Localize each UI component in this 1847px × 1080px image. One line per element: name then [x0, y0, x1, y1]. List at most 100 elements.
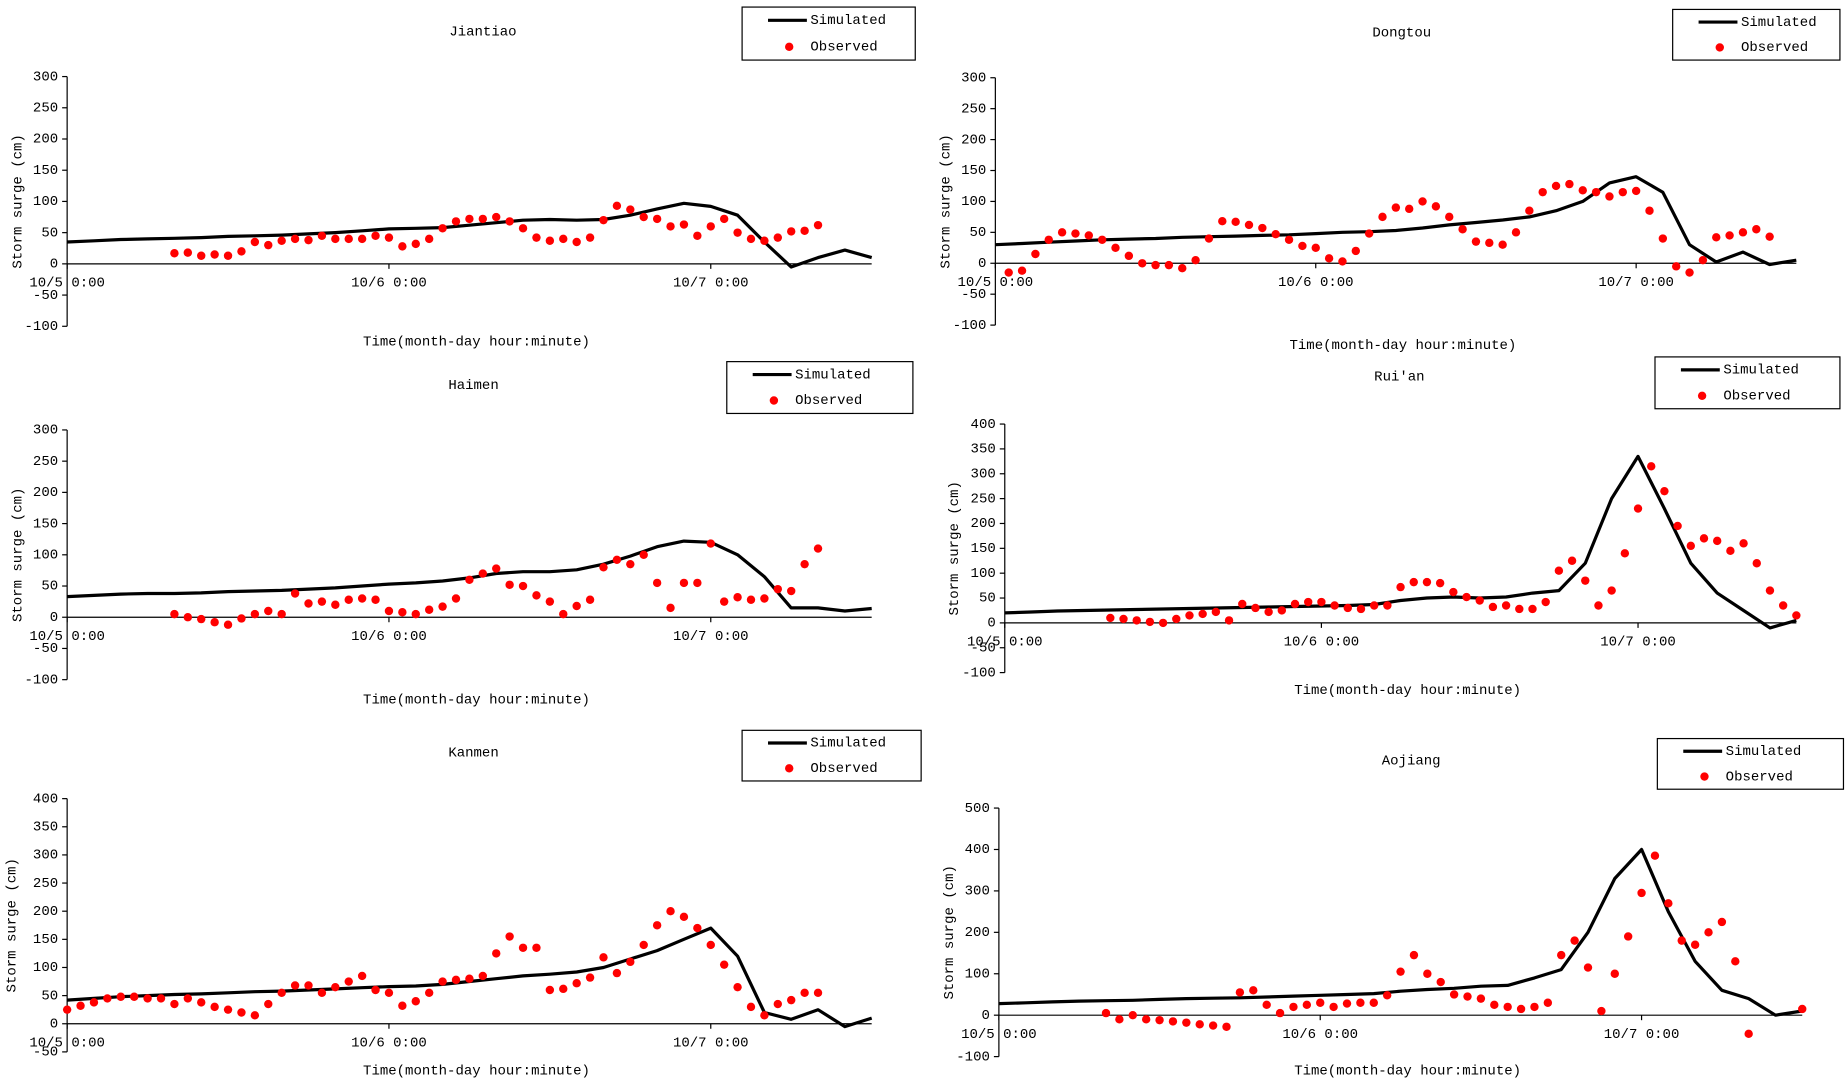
y-tick-label: -100: [956, 1049, 990, 1065]
observed-point: [1685, 268, 1694, 277]
observed-point: [1712, 233, 1721, 242]
observed-point: [1343, 603, 1352, 613]
y-tick-label: 250: [961, 101, 986, 117]
observed-point: [1673, 521, 1682, 531]
observed-point: [1422, 577, 1432, 587]
y-tick-label: -100: [953, 318, 987, 334]
simulated-line: [1004, 454, 1797, 630]
legend-label: Simulated: [1723, 363, 1799, 379]
observed-point: [1551, 181, 1561, 191]
observed-point: [545, 236, 555, 245]
observed-point: [1645, 206, 1654, 215]
observed-point: [612, 968, 622, 978]
observed-point: [760, 236, 769, 245]
legend: Simulated Observed: [1654, 356, 1841, 410]
observed-point: [1195, 1020, 1204, 1029]
observed-point: [344, 977, 353, 986]
observed-point: [411, 239, 420, 249]
y-tick-label: 200: [965, 925, 990, 941]
y-tick-label: 100: [33, 960, 58, 976]
y-tick-label: -50: [33, 1045, 58, 1061]
observed-point: [787, 995, 796, 1005]
observed-point: [210, 250, 219, 259]
observed-point: [1262, 1000, 1271, 1010]
x-axis-label: Time(month-day hour:minute): [1294, 683, 1521, 699]
observed-point: [1155, 1015, 1164, 1025]
observed-point: [1151, 260, 1160, 270]
observed-point: [773, 999, 783, 1009]
observed-point: [599, 563, 608, 572]
observed-point: [1277, 606, 1287, 615]
observed-point: [1686, 541, 1696, 551]
observed-point: [1647, 462, 1656, 471]
observed-point: [666, 603, 675, 613]
y-tick-label: -100: [25, 319, 59, 335]
observed-point: [1182, 1018, 1191, 1027]
observed-point: [1330, 601, 1339, 610]
observed-point: [639, 212, 648, 222]
observed-point: [156, 994, 166, 1003]
observed-point: [1356, 998, 1365, 1007]
observed-point: [572, 237, 581, 247]
observed-point: [451, 594, 461, 603]
observed-point: [1436, 977, 1445, 987]
observed-point: [1731, 957, 1740, 966]
observed-point: [277, 988, 286, 998]
observed-point: [492, 564, 501, 573]
observed-point: [652, 921, 662, 930]
legend: Simulated Observed: [741, 729, 922, 782]
x-tick-label: 10/6 0:00: [351, 629, 427, 645]
observed-point: [612, 555, 622, 565]
observed-point: [1778, 601, 1788, 610]
y-tick-label: 50: [41, 225, 58, 241]
x-tick-label: 10/7 0:00: [673, 1035, 749, 1051]
y-axis-label: Storm surge (cm): [942, 865, 958, 999]
observed-point: [639, 550, 648, 560]
legend: Simulated Observed: [1672, 8, 1841, 61]
observed-point: [398, 242, 407, 251]
observed-point: [1071, 229, 1080, 238]
observed-point: [62, 1005, 72, 1014]
y-tick-label: 50: [979, 591, 996, 607]
observed-point: [1658, 234, 1668, 243]
observed-point: [438, 602, 447, 611]
observed-point: [666, 906, 675, 916]
y-tick-label: 150: [33, 163, 58, 179]
y-tick-label: 150: [33, 932, 58, 948]
legend-label: Observed: [1741, 40, 1808, 56]
observed-point: [210, 1002, 219, 1012]
observed-point: [277, 236, 286, 245]
observed-point: [1298, 241, 1307, 251]
observed-point: [1445, 212, 1454, 222]
observed-point: [599, 953, 608, 962]
observed-point: [1168, 1017, 1178, 1026]
y-axis-label: Storm surge (cm): [4, 858, 20, 992]
observed-point: [1744, 1029, 1753, 1039]
x-tick-label: 10/5 0:00: [29, 629, 105, 645]
observed-point: [1637, 888, 1646, 898]
observed-point: [532, 233, 541, 242]
chart-panel: Haimen -100 -50 0 50 100 150 200 250 300 10/5 0:00…: [10, 361, 914, 708]
legend-marker: [1715, 43, 1724, 52]
observed-point: [773, 584, 783, 594]
observed-point: [1208, 1021, 1218, 1030]
observed-point: [170, 609, 179, 619]
observed-point: [1191, 255, 1200, 265]
observed-point: [639, 940, 648, 950]
observed-point: [1557, 950, 1566, 960]
observed-point: [733, 228, 742, 237]
y-tick-label: 100: [965, 966, 990, 982]
observed-point: [1218, 217, 1227, 226]
observed-point: [1516, 1004, 1526, 1014]
y-tick-label: 200: [971, 516, 996, 532]
x-tick-label: 10/7 0:00: [673, 629, 749, 645]
observed-point: [89, 998, 99, 1007]
observed-point: [1382, 991, 1392, 1000]
observed-point: [1765, 586, 1775, 595]
observed-point: [424, 988, 434, 998]
observed-point: [478, 214, 488, 224]
observed-point: [304, 599, 313, 608]
observed-point: [1594, 601, 1603, 610]
observed-point: [1605, 192, 1614, 201]
observed-point: [1101, 1008, 1111, 1018]
